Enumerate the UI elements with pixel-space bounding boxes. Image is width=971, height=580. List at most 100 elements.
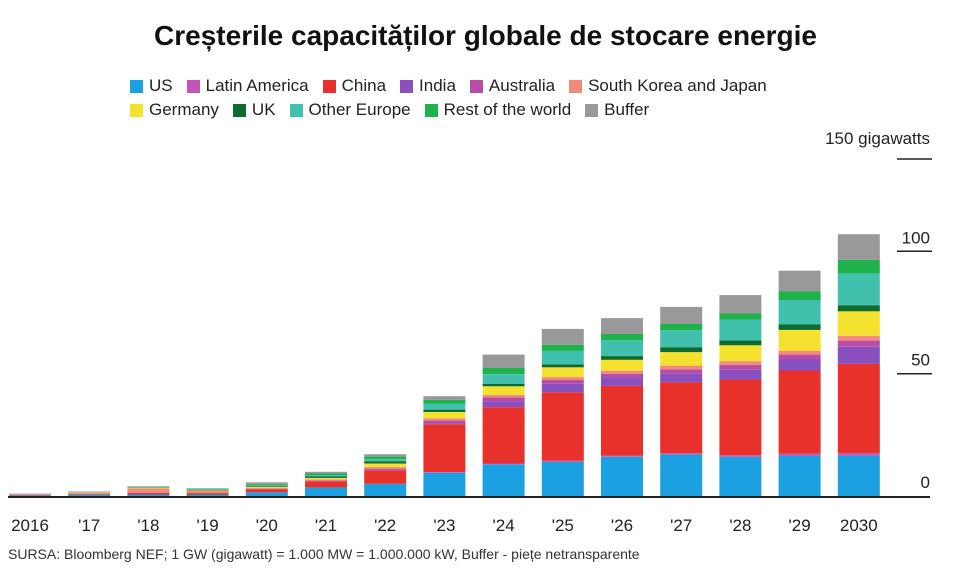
bar-segment-south-korea-and-japan [68,492,111,494]
bar-segment-uk [423,409,466,412]
bar-segment-india [660,373,703,383]
legend-label: Rest of the world [443,100,572,119]
legend-label: China [341,76,387,95]
bar-segment-other-europe [601,340,643,356]
legend-row-2: Germany UK Other Europe Rest of the worl… [130,98,890,122]
x-tick-label: '23 [433,516,455,535]
x-tick-label: '22 [374,516,396,535]
bar-segment-germany [719,345,762,362]
bar-segment-buffer [541,328,584,345]
bar-segment-australia [364,468,407,470]
legend-row-1: US Latin America China India Australia S… [130,74,890,98]
x-tick-label: 2016 [11,516,49,535]
bar-segment-india [719,369,762,380]
bar-segment-china [127,492,170,495]
bar-segment-rest-of-the-world [305,473,347,475]
y-unit-label: 150 gigawatts [825,129,930,148]
y-tick-label: 50 [911,351,930,370]
x-tick-label: '21 [315,516,337,535]
x-tick-label: '25 [552,516,574,535]
bar-segment-buffer [423,396,466,400]
bar-segment-south-korea-and-japan [660,365,703,370]
legend-item-south-korea-japan: South Korea and Japan [569,76,767,96]
bar-segment-rest-of-the-world [541,344,584,351]
bar-segment-uk [482,383,525,387]
bar-segment-south-korea-and-japan [9,494,51,495]
bar-segment-china [305,481,347,488]
bar-segment-rest-of-the-world [186,488,229,490]
bar-segment-buffer [660,306,703,324]
bar-segment-germany [364,463,407,468]
bar-segment-latin-america [541,460,584,462]
bar-segment-uk [719,340,762,346]
bar-segment-buffer [245,482,288,484]
bar-segment-us [186,494,229,496]
legend-swatch [424,103,438,117]
bar-segment-india [837,346,880,364]
bar-segment-germany [778,329,821,351]
bar-segment-latin-america [719,455,762,457]
bar-segment-us [837,455,880,496]
bar-segment-us [305,487,347,496]
bar-segment-china [9,494,51,496]
bar-segment-china [660,382,703,454]
bar-segment-us [541,461,584,496]
legend-item-other-europe: Other Europe [289,100,411,120]
legend-item-us: US [130,76,173,96]
legend-label: UK [251,100,276,119]
x-tick-label: '24 [493,516,515,535]
x-tick-label: '29 [789,516,811,535]
bar-segment-us [660,454,703,496]
bar-segment-south-korea-and-japan [245,487,288,489]
bar-segment-buffer [127,486,170,487]
bar-segment-china [245,489,288,493]
legend-item-india: India [400,76,456,96]
bar-segment-germany [482,386,525,395]
bar-segment-china [719,379,762,456]
source-note: SURSA: Bloomberg NEF; 1 GW (gigawatt) = … [8,546,640,562]
legend-label: Latin America [205,76,309,95]
bar-segment-uk [541,364,584,368]
x-tick-label: '19 [197,516,219,535]
bar-segment-australia [719,364,762,370]
bar-segment-rest-of-the-world [837,259,880,274]
bar-segment-china [68,494,111,495]
bar-segment-australia [541,380,584,384]
bar-segment-buffer [186,488,229,489]
bar-segment-china [778,370,821,454]
bar-segment-rest-of-the-world [364,456,407,459]
bar-segment-buffer [9,493,51,495]
legend-label: Germany [149,100,219,119]
bar-segment-china [482,407,525,464]
x-tick-label: '18 [137,516,159,535]
bar-segment-latin-america [837,453,880,456]
x-tick-label: '27 [670,516,692,535]
bar-segment-uk [660,347,703,353]
bar-segment-australia [778,354,821,360]
legend-swatch [469,79,483,93]
legend-item-china: China [322,76,387,96]
bar-segment-other-europe [541,350,584,365]
bar-segment-china [423,424,466,472]
bar-segment-australia [245,488,288,490]
bar-segment-buffer [719,295,762,314]
legend-label: Australia [488,76,556,95]
legend-item-australia: Australia [469,76,556,96]
bar-segment-us [778,455,821,496]
x-tick-label: '28 [729,516,751,535]
bar-segment-us [601,456,643,496]
y-tick-label: 100 [902,228,930,247]
bar-segment-other-europe [778,300,821,325]
bar-segment-buffer [364,454,407,457]
x-axis: 2016 '17 '18 '19 '20 '21 '22 '23 '24 '25 '26 '27 '28… [8,496,930,535]
y-axis: 0 50 100 150 gigawatts [825,129,932,492]
bar-segment-uk [778,324,821,330]
bar-segment-buffer [837,234,880,260]
bar-segment-australia [601,373,643,378]
bar-segment-germany [601,359,643,371]
x-tick-label: 2030 [840,516,878,535]
bar-segment-latin-america [660,453,703,455]
legend-item-buffer: Buffer [585,100,649,120]
legend-item-germany: Germany [130,100,219,120]
